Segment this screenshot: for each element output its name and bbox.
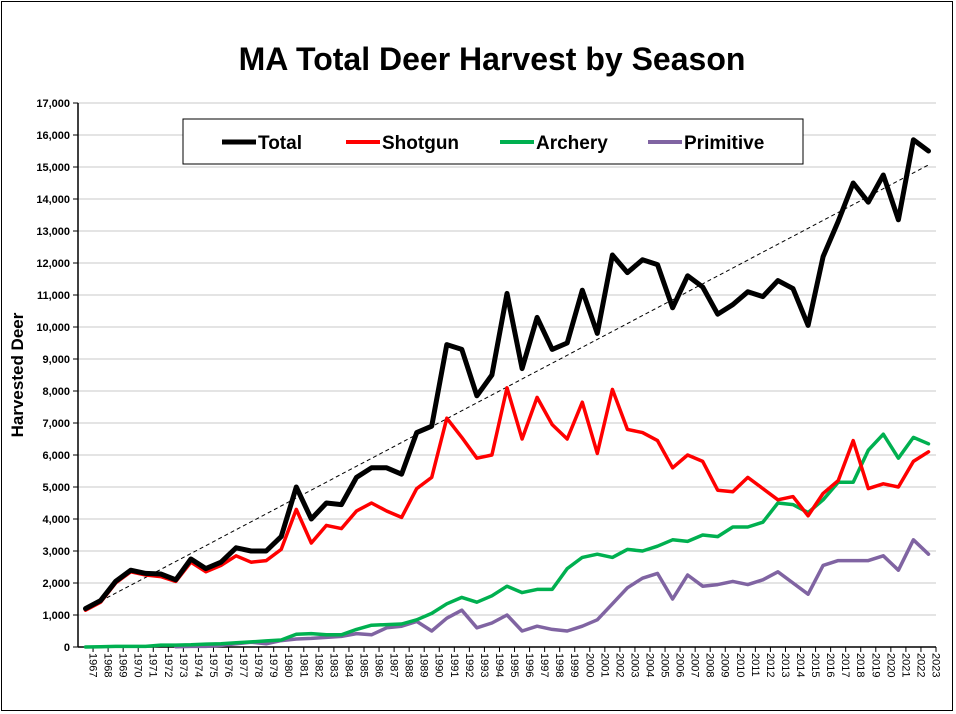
x-tick-label: 1996 xyxy=(523,653,535,677)
x-tick-label: 1994 xyxy=(493,653,505,677)
trendline xyxy=(100,164,929,602)
y-tick-label: 15,000 xyxy=(36,162,70,174)
x-tick-label: 1999 xyxy=(568,653,580,677)
y-tick-label: 2,000 xyxy=(42,578,70,590)
x-tick-label: 1974 xyxy=(192,653,204,677)
x-tick-label: 2019 xyxy=(869,653,881,677)
x-tick-label: 2020 xyxy=(884,653,896,677)
y-tick-label: 6,000 xyxy=(42,450,70,462)
y-tick-label: 5,000 xyxy=(42,482,70,494)
x-tick-label: 1981 xyxy=(297,653,309,677)
x-tick-label: 2016 xyxy=(824,653,836,677)
x-tick-label: 1969 xyxy=(117,653,129,677)
x-tick-label: 1998 xyxy=(553,653,565,677)
x-tick-label: 2018 xyxy=(854,653,866,677)
legend-label: Total xyxy=(258,133,302,154)
legend-label: Shotgun xyxy=(382,133,459,154)
x-tick-label: 2022 xyxy=(914,653,926,677)
x-tick-label: 2009 xyxy=(719,653,731,677)
x-tick-label: 1980 xyxy=(282,653,294,677)
x-tick-label: 1989 xyxy=(418,653,430,677)
x-tick-label: 2021 xyxy=(899,653,911,677)
x-tick-label: 2010 xyxy=(734,653,746,677)
x-tick-label: 1973 xyxy=(177,653,189,677)
x-tick-label: 2015 xyxy=(809,653,821,677)
x-tick-label: 2012 xyxy=(764,653,776,677)
x-tick-label: 1967 xyxy=(87,653,99,677)
y-tick-label: 10,000 xyxy=(36,322,70,334)
series-line-shotgun xyxy=(83,386,931,612)
chart-title: MA Total Deer Harvest by Season xyxy=(239,41,746,77)
x-tick-label: 2004 xyxy=(643,653,655,677)
legend-label: Archery xyxy=(536,133,608,154)
series-line-archery xyxy=(83,432,931,649)
x-tick-label: 2008 xyxy=(704,653,716,677)
x-tick-label: 1986 xyxy=(373,653,385,677)
x-tick-label: 1982 xyxy=(312,653,324,677)
x-tick-label: 2000 xyxy=(583,653,595,677)
x-tick-label: 2013 xyxy=(779,653,791,677)
legend-box xyxy=(182,118,804,165)
series-line-primitive xyxy=(174,538,931,649)
y-tick-label: 8,000 xyxy=(42,386,70,398)
y-tick-label: 13,000 xyxy=(36,226,70,238)
x-tick-label: 2007 xyxy=(689,653,701,677)
x-tick-label: 1995 xyxy=(508,653,520,677)
x-tick-label: 1997 xyxy=(538,653,550,677)
x-tick-label: 1983 xyxy=(327,653,339,677)
x-tick-label: 1970 xyxy=(132,653,144,677)
x-tick-label: 1971 xyxy=(147,653,159,677)
x-tick-label: 1985 xyxy=(357,653,369,677)
y-tick-label: 1,000 xyxy=(42,610,70,622)
x-tick-label: 2011 xyxy=(749,653,761,677)
x-tick-label: 1990 xyxy=(433,653,445,677)
x-tick-label: 1992 xyxy=(463,653,475,677)
y-tick-label: 17,000 xyxy=(36,98,70,110)
x-tick-label: 2023 xyxy=(929,653,941,677)
y-tick-label: 7,000 xyxy=(42,418,70,430)
x-tick-label: 1968 xyxy=(102,653,114,677)
x-tick-label: 2001 xyxy=(598,653,610,677)
legend: Total Shotgun Archery Primitive xyxy=(182,118,804,165)
series-line-total xyxy=(83,137,931,612)
x-tick-label: 2005 xyxy=(659,653,671,677)
x-tick-label: 2006 xyxy=(674,653,686,677)
x-tick-label: 2017 xyxy=(839,653,851,677)
x-tick-label: 2003 xyxy=(628,653,640,677)
x-tick-label: 1977 xyxy=(237,653,249,677)
x-tick-label: 1972 xyxy=(162,653,174,677)
x-tick-label: 1979 xyxy=(267,653,279,677)
y-tick-label: 12,000 xyxy=(36,258,70,270)
y-tick-label: 0 xyxy=(64,642,70,654)
x-tick-label: 1976 xyxy=(222,653,234,677)
x-tick-label: 1975 xyxy=(207,653,219,677)
y-tick-label: 16,000 xyxy=(36,130,70,142)
x-tick-label: 1988 xyxy=(403,653,415,677)
x-tick-label: 2014 xyxy=(794,653,806,677)
legend-label: Primitive xyxy=(684,133,764,154)
x-tick-label: 1993 xyxy=(478,653,490,677)
y-tick-label: 4,000 xyxy=(42,514,70,526)
x-tick-label: 2002 xyxy=(613,653,625,677)
y-tick-label: 11,000 xyxy=(37,290,70,302)
x-tick-label: 1978 xyxy=(252,653,264,677)
y-axis-label: Harvested Deer xyxy=(8,312,27,437)
y-tick-label: 9,000 xyxy=(42,354,70,366)
x-tick-label: 1987 xyxy=(388,653,400,677)
y-tick-label: 3,000 xyxy=(42,546,70,558)
x-tick-label: 1991 xyxy=(448,653,460,677)
x-tick-label: 1984 xyxy=(342,653,354,677)
y-tick-label: 14,000 xyxy=(36,194,70,206)
